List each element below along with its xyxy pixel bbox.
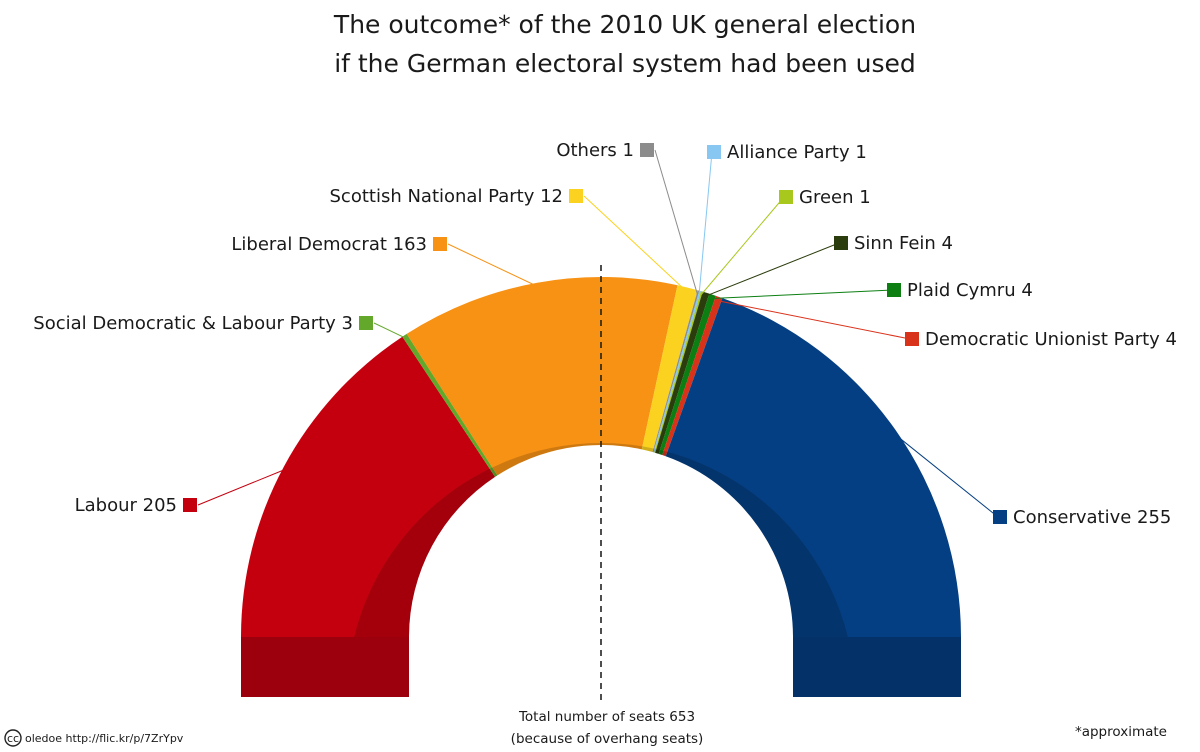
hemicycle-slices [241, 277, 961, 697]
swatch-others [640, 143, 654, 157]
label-alliance-party: Alliance Party 1 [727, 142, 867, 163]
chart-title-line-1: The outcome* of the 2010 UK general elec… [333, 10, 916, 39]
slice-plaid-cymru [658, 293, 716, 456]
label-sinn-fein: Sinn Fein 4 [854, 233, 953, 254]
approximate-footnote: *approximate [1075, 724, 1167, 740]
swatch-scottish-national-party [569, 189, 583, 203]
swatch-conservative [993, 510, 1007, 524]
swatch-plaid-cymru [887, 283, 901, 297]
swatch-alliance-party [707, 145, 721, 159]
label-green: Green 1 [799, 187, 871, 208]
leader-line-sinn-fein [704, 242, 840, 297]
label-scottish-national-party: Scottish National Party 12 [330, 186, 564, 207]
slice-base-labour [241, 637, 409, 697]
slice-base-shade-labour [241, 637, 409, 697]
slice-democratic-unionist-party [662, 295, 723, 457]
leader-line-alliance-party [698, 151, 713, 295]
slice-sinn-fein [655, 291, 710, 454]
label-social-democratic-labour-party: Social Democratic & Labour Party 3 [33, 313, 353, 334]
slice-others [652, 290, 700, 453]
slice-base-conservative [793, 637, 961, 697]
total-seats-label: Total number of seats 653 [518, 709, 695, 725]
slice-conservative [665, 298, 961, 637]
leader-line-others [654, 149, 698, 295]
leader-line-social-democratic-labour-party [373, 322, 407, 340]
swatch-sinn-fein [834, 236, 848, 250]
swatch-democratic-unionist-party [905, 332, 919, 346]
label-conservative: Conservative 255 [1013, 507, 1171, 528]
label-others: Others 1 [556, 140, 634, 161]
slice-scottish-national-party [641, 285, 698, 453]
leader-line-scottish-national-party [583, 195, 687, 292]
cc-icon-text: cc [7, 732, 19, 745]
slice-green [654, 291, 703, 453]
credit-text: oledoe http://flic.kr/p/7ZrYpv [25, 732, 184, 745]
leader-line-liberal-democrat [447, 243, 539, 288]
slice-liberal-democrat [406, 277, 678, 476]
chart-title-line-2: if the German electoral system had been … [334, 49, 916, 78]
label-plaid-cymru: Plaid Cymru 4 [907, 280, 1033, 301]
overhang-note: (because of overhang seats) [511, 731, 704, 747]
slice-labels: Labour 205 Social Democratic & Labour Par… [33, 140, 1177, 528]
leader-line-democratic-unionist-party [717, 300, 911, 340]
label-democratic-unionist-party: Democratic Unionist Party 4 [925, 329, 1177, 350]
slice-labour [241, 336, 496, 637]
swatch-green [779, 190, 793, 204]
slice-social-democratic-labour-party [402, 333, 498, 477]
label-labour: Labour 205 [75, 495, 177, 516]
swatch-social-democratic-labour-party [359, 316, 373, 330]
leader-line-plaid-cymru [711, 289, 893, 300]
label-liberal-democrat: Liberal Democrat 163 [231, 234, 427, 255]
swatch-liberal-democrat [433, 237, 447, 251]
leader-line-labour [197, 468, 288, 506]
swatch-labour [183, 498, 197, 512]
slice-alliance-party [653, 290, 701, 453]
leader-line-green [700, 196, 785, 296]
base-shade-band [241, 637, 961, 697]
leader-line-conservative [891, 431, 999, 518]
cc-icon: cc [4, 729, 22, 747]
slice-base-shade-conservative [793, 637, 961, 697]
